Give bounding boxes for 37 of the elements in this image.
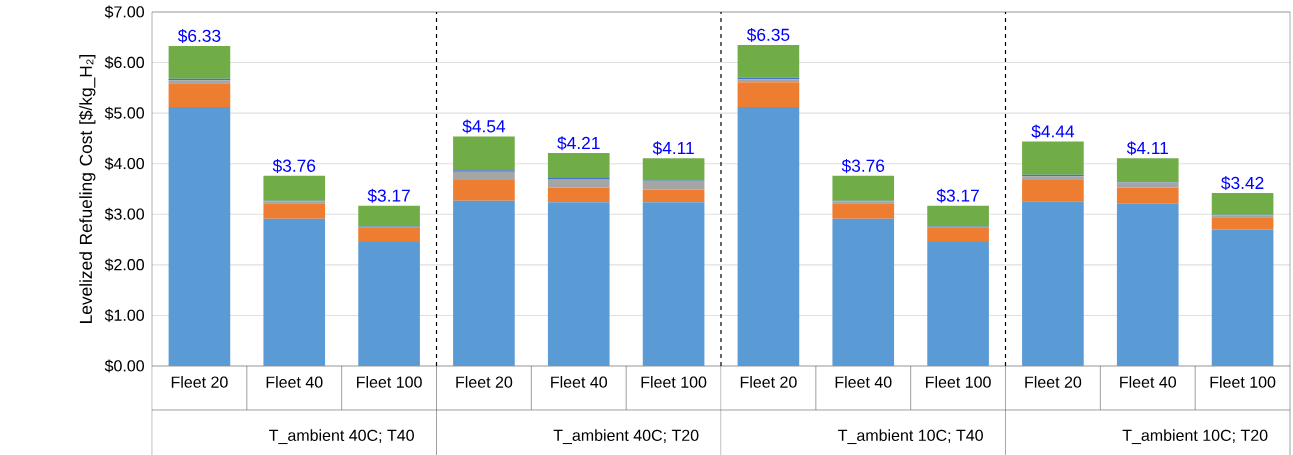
text: T_ambient 40C; T40 <box>269 429 414 445</box>
total-label: $3.17 <box>367 188 410 203</box>
x-tick-label: Fleet 40 <box>1120 376 1177 388</box>
total-label: $3.42 <box>1221 176 1264 191</box>
x-tick-label: Fleet 100 <box>926 376 991 388</box>
y-tick-label: $3.00 <box>104 207 145 221</box>
text: T_ambient 10C; T20 <box>1122 429 1268 445</box>
x-tick-label: Fleet 20 <box>171 376 228 388</box>
text: T_ambient 40C; T20 <box>553 429 699 445</box>
x-tick-label: Fleet 100 <box>1210 376 1276 388</box>
total-label: $4.11 <box>652 141 694 156</box>
y-tick-label: $1.00 <box>104 308 145 322</box>
x-tick-label: Fleet 20 <box>1025 376 1082 388</box>
total-label: $6.33 <box>177 28 221 43</box>
total-label: $3.76 <box>841 158 885 173</box>
y-tick-label: $6.00 <box>104 56 145 70</box>
total-label: $4.21 <box>557 136 600 151</box>
y-tick-label: $2.00 <box>104 258 145 272</box>
total-label: $6.35 <box>746 27 790 42</box>
total-label: $4.44 <box>1031 124 1075 139</box>
x-tick-label: Fleet 40 <box>266 376 323 388</box>
x-tick-label: Fleet 20 <box>740 376 797 388</box>
y-axis-title: Levelized Refueling Cost [$/kg_H₂] <box>79 54 96 323</box>
total-label: $4.11 <box>1126 141 1168 156</box>
x-tick-label: Fleet 20 <box>456 376 513 388</box>
text: T_ambient 10C; T40 <box>838 429 983 445</box>
y-tick-label: $5.00 <box>104 106 145 120</box>
y-tick-label: $7.00 <box>104 5 145 19</box>
x-tick-label: Fleet 100 <box>641 376 707 388</box>
x-tick-label: Fleet 40 <box>551 376 608 388</box>
x-tick-label: Fleet 100 <box>357 376 422 388</box>
total-label: $3.17 <box>936 188 979 203</box>
y-tick-label: $0.00 <box>104 359 145 373</box>
total-label: $3.76 <box>272 158 316 173</box>
y-tick-label: $4.00 <box>104 157 145 171</box>
x-tick-label: Fleet 40 <box>835 376 892 388</box>
total-label: $4.54 <box>462 119 506 134</box>
